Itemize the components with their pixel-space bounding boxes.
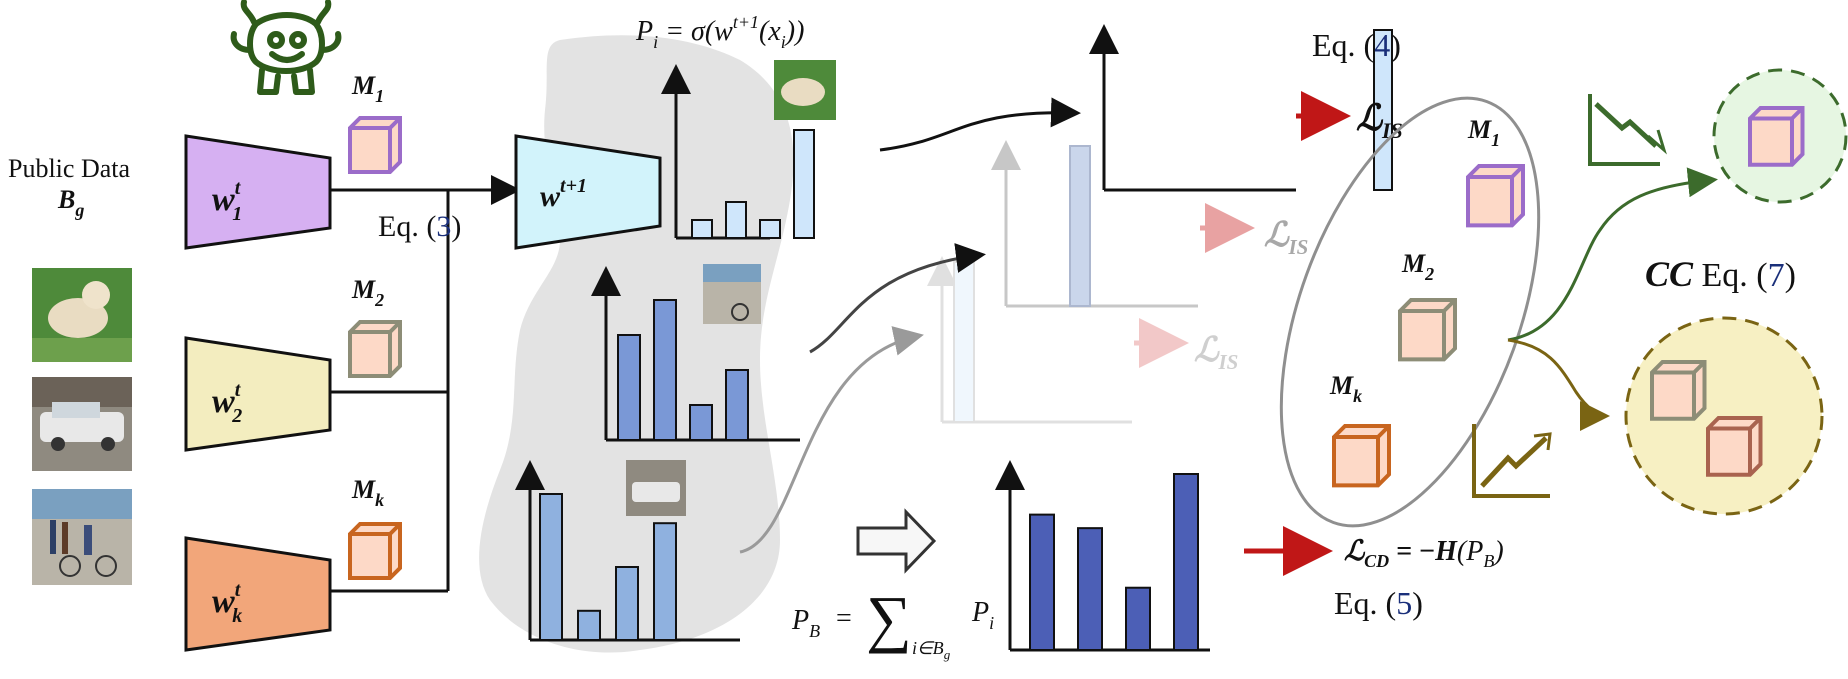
public-data-label: Public Data (8, 154, 130, 183)
bar-chart-2 (591, 266, 800, 442)
image-dog-thumbnail (32, 268, 132, 362)
flow-arrows (739, 97, 1081, 554)
chart3-image-thumbnail (626, 460, 686, 516)
svg-text:wt+1: wt+1 (540, 175, 587, 213)
pool-model-label: M2 (1401, 249, 1434, 284)
bar (577, 609, 601, 641)
trend-up-icon (1472, 424, 1552, 498)
select-arrow (1507, 167, 1718, 342)
model-cube-icon (348, 320, 402, 378)
eq3-label: Eq. (3) (378, 210, 461, 243)
pi-formula: Pi = σ(wt+1(xi)) (635, 12, 804, 52)
chart2-image-thumbnail (703, 264, 761, 324)
bar (725, 369, 749, 441)
bar (615, 566, 639, 641)
encoder-1: wt 1 (184, 134, 332, 250)
bar (1029, 513, 1055, 651)
bar (759, 219, 781, 239)
bar (1173, 473, 1199, 651)
bar (689, 404, 713, 441)
rejected-cube-icon (1650, 360, 1707, 421)
lcd-label: ℒCD = −H(PB) (1344, 536, 1504, 571)
eq5-label: Eq. (5) (1334, 585, 1423, 621)
bar-chart-3 (515, 460, 740, 642)
model-label: M2 (351, 275, 384, 310)
lis-label-faint: ℒIS (1194, 332, 1238, 374)
image-bike-thumbnail (32, 489, 132, 585)
monster-icon (230, 0, 342, 95)
image-street-thumbnail (32, 377, 132, 471)
pool-model-cube-icon (1332, 424, 1391, 488)
bar-chart-4 (995, 460, 1210, 652)
model-label: Mk (351, 475, 384, 510)
lis-label: ℒIS (1356, 98, 1403, 143)
bar (725, 201, 747, 239)
encoder-3: wt k (184, 536, 332, 652)
ghost-chart-3 (927, 256, 1132, 424)
model-label: M1 (351, 71, 384, 106)
chart1-image-thumbnail (774, 60, 836, 120)
model-cube-icon (348, 522, 402, 580)
encoder-2: wt 2 (184, 336, 332, 452)
connector-lines (330, 175, 521, 593)
svg-text:Pi: Pi (971, 597, 994, 633)
model-pool-ellipse (1279, 96, 1541, 528)
bar (793, 129, 815, 239)
bar (539, 493, 563, 641)
bar (1125, 586, 1151, 652)
reject-arrow (1507, 338, 1610, 431)
lis-label-faded: ℒIS (1264, 217, 1308, 259)
svg-text:PB: PB (791, 605, 820, 641)
aggregated-model: wt+1 (514, 134, 662, 250)
svg-text:∑: ∑ (866, 583, 912, 654)
bar (653, 522, 677, 642)
bar (953, 261, 975, 423)
trend-down-icon (1588, 94, 1667, 166)
encoder-weight-label: wt k (212, 579, 242, 627)
bar (1077, 527, 1103, 652)
bar-chart-1 (661, 64, 815, 240)
encoder-weight-label: wt 2 (212, 379, 242, 427)
rejected-cube-icon (1706, 416, 1763, 477)
pool-model-cube-icon (1466, 164, 1525, 228)
encoder-weight-label: wt 1 (212, 177, 242, 225)
pb-formula: PB = ∑ i∈Bg Pi (791, 583, 994, 662)
bar (653, 299, 677, 441)
bar (691, 219, 713, 239)
eq4-label: Eq. (4) (1312, 27, 1401, 63)
bar (617, 334, 641, 441)
batch-symbol: Bg (57, 185, 84, 220)
sum-arrow-icon (856, 508, 937, 574)
model-cube-icon (348, 116, 402, 174)
pool-model-label: M1 (1467, 115, 1500, 150)
svg-text:=: = (836, 603, 852, 634)
cc-eq7-label: CC Eq. (7) (1645, 254, 1796, 294)
pool-model-cube-icon (1398, 298, 1457, 362)
pool-model-label: Mk (1329, 371, 1362, 406)
ghost-chart-2 (991, 140, 1198, 308)
bar (1069, 145, 1091, 307)
selected-cube-icon (1748, 106, 1805, 167)
svg-text:i∈Bg: i∈Bg (912, 638, 951, 662)
